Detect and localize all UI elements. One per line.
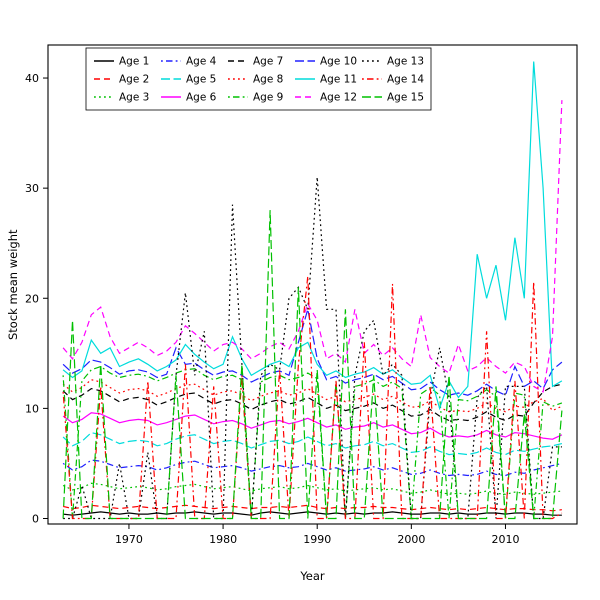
legend-label: Age 7	[253, 56, 283, 68]
series-line-age-10	[62, 309, 563, 397]
series-line-age-3	[62, 482, 562, 495]
y-tick-label: 20	[25, 292, 39, 305]
series-line-age-4	[62, 459, 563, 477]
series-line-age-2	[62, 504, 562, 512]
series-line-age-14	[62, 276, 563, 520]
legend-label: Age 2	[119, 74, 149, 86]
legend-label: Age 6	[186, 92, 217, 104]
plot-box	[47, 44, 578, 525]
y-axis-title: Stock mean weight	[6, 229, 20, 340]
x-tick-label: 1970	[115, 533, 143, 546]
x-axis-title: Year	[300, 569, 325, 583]
series-line-age-8	[62, 379, 563, 413]
y-tick-label: 40	[25, 72, 39, 85]
series-line-age-15	[62, 210, 563, 520]
series-line-age-12	[62, 100, 563, 393]
legend-label: Age 3	[119, 92, 149, 104]
legend-label: Age 15	[387, 92, 424, 104]
x-tick-label: 1990	[303, 533, 331, 546]
y-tick-label: 0	[32, 512, 39, 525]
series-line-age-11	[62, 61, 563, 411]
x-tick-label: 2000	[397, 533, 425, 546]
series-line-age-13	[63, 177, 562, 520]
legend-label: Age 13	[387, 56, 424, 68]
series-line-age-7	[62, 383, 563, 422]
legend-label: Age 10	[320, 56, 357, 68]
legend-label: Age 5	[186, 74, 216, 86]
y-tick-label: 30	[25, 182, 39, 195]
y-tick-label: 10	[25, 402, 39, 415]
legend-label: Age 12	[320, 92, 357, 104]
legend-label: Age 14	[387, 74, 424, 86]
series-line-age-1	[63, 511, 562, 516]
x-tick-label: 1980	[209, 533, 237, 546]
legend-label: Age 1	[119, 56, 149, 68]
x-tick-label: 2010	[491, 533, 519, 546]
series-line-age-6	[62, 412, 563, 440]
legend-label: Age 11	[320, 74, 357, 86]
legend-label: Age 9	[253, 92, 283, 104]
legend-label: Age 8	[253, 74, 283, 86]
legend-label: Age 4	[186, 56, 217, 68]
